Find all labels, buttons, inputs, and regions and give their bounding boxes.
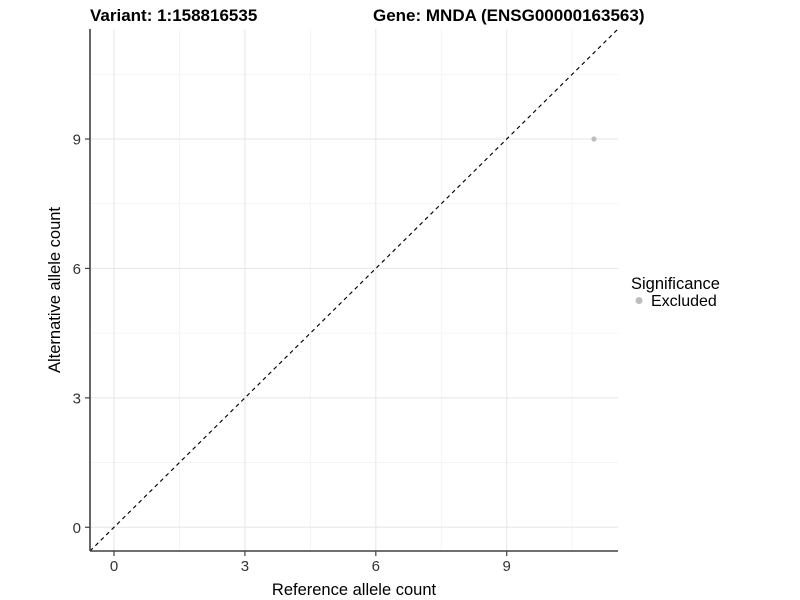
grid-major-lines xyxy=(90,29,618,551)
x-tick-label: 0 xyxy=(110,558,118,575)
y-axis-title: Alternative allele count xyxy=(46,207,64,373)
y-tick-label: 9 xyxy=(73,132,81,149)
y-tick-label: 0 xyxy=(73,520,81,537)
legend-key-dot xyxy=(635,297,643,304)
legend: Significance Excluded xyxy=(631,275,720,310)
identity-reference-line xyxy=(89,28,619,552)
x-axis-ticks: 0 3 6 9 xyxy=(110,551,511,575)
grid-minor-lines xyxy=(90,29,618,551)
legend-items: Excluded xyxy=(635,293,717,310)
y-axis-ticks: 0 3 6 9 xyxy=(73,132,90,537)
x-axis-title: Reference allele count xyxy=(272,581,437,599)
data-point xyxy=(591,136,597,142)
x-tick-label: 3 xyxy=(241,558,249,575)
y-tick-label: 3 xyxy=(73,390,81,407)
data-points xyxy=(591,136,597,142)
gene-title: Gene: MNDA (ENSG00000163563) xyxy=(373,6,645,25)
legend-title: Significance xyxy=(631,275,720,293)
x-tick-label: 9 xyxy=(503,558,511,575)
variant-title: Variant: 1:158816535 xyxy=(90,6,257,25)
x-tick-label: 6 xyxy=(372,558,380,575)
y-tick-label: 6 xyxy=(73,261,81,278)
legend-item-label: Excluded xyxy=(651,293,717,310)
